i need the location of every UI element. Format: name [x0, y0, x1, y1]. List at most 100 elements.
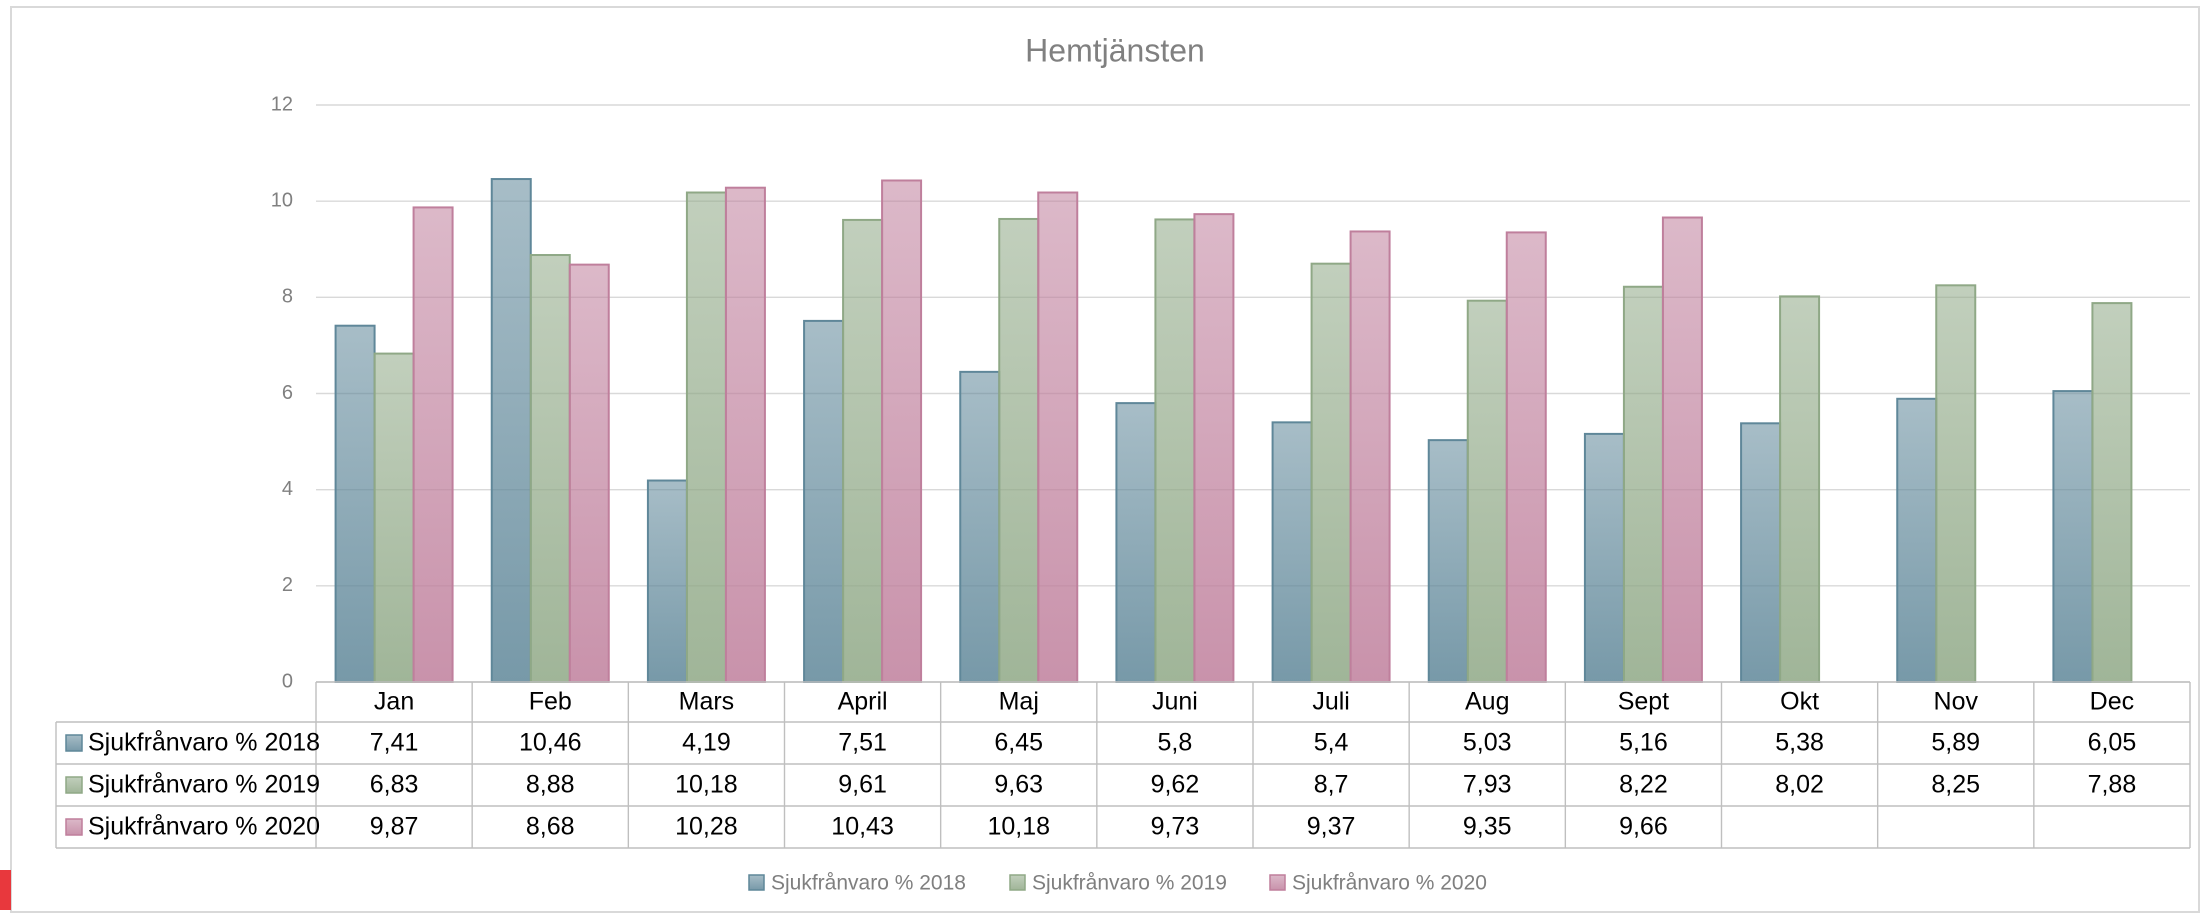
y-tick-label: 10	[271, 189, 293, 211]
bar	[1935, 284, 1977, 683]
x-tick-label: Nov	[1934, 688, 1979, 716]
table-value: 7,51	[838, 729, 887, 757]
bar	[1037, 191, 1079, 684]
x-tick-label: Jan	[374, 688, 414, 716]
x-tick-label: Sept	[1618, 688, 1669, 716]
x-tick-label: Dec	[2090, 688, 2134, 716]
table-value: 5,38	[1775, 729, 1824, 757]
x-tick-label: Juli	[1312, 688, 1350, 716]
bar	[1427, 439, 1469, 683]
table-value: 8,25	[1931, 771, 1980, 799]
legend-label: Sjukfrånvaro % 2020	[1292, 872, 1487, 895]
table-value: 10,28	[675, 813, 738, 841]
bar	[1271, 421, 1313, 683]
y-tick-label: 8	[282, 286, 293, 308]
table-value: 9,37	[1307, 813, 1356, 841]
bar	[1661, 216, 1703, 683]
table-row-label: Sjukfrånvaro % 2020	[88, 813, 320, 841]
table-value: 10,18	[987, 813, 1050, 841]
y-tick-label: 4	[282, 478, 293, 500]
table-value: 8,68	[526, 813, 575, 841]
bar	[998, 217, 1040, 684]
x-tick-label: April	[838, 688, 888, 716]
table-value: 5,03	[1463, 729, 1512, 757]
bar	[959, 370, 1001, 683]
bar	[881, 179, 923, 683]
table-value: 7,93	[1463, 771, 1512, 799]
table-value: 5,8	[1158, 729, 1193, 757]
bar	[1583, 432, 1625, 684]
bar	[724, 186, 766, 683]
table-value: 6,05	[2088, 729, 2137, 757]
bar	[568, 263, 610, 683]
table-value: 9,61	[838, 771, 887, 799]
bar	[1779, 295, 1821, 683]
bar	[646, 479, 688, 683]
table-legend-key	[65, 818, 83, 836]
bar	[1349, 230, 1391, 683]
table-legend-key	[65, 734, 83, 752]
table-value: 10,43	[831, 813, 894, 841]
bar	[1115, 402, 1157, 683]
y-tick-label: 0	[282, 670, 293, 692]
table-value: 7,88	[2088, 771, 2137, 799]
legend-key	[1269, 874, 1286, 891]
y-tick-label: 12	[271, 93, 293, 115]
bar	[1740, 422, 1782, 683]
y-tick-label: 2	[282, 574, 293, 596]
legend-key	[1009, 874, 1026, 891]
table-value: 6,45	[994, 729, 1043, 757]
bar	[412, 206, 454, 683]
table-value: 9,66	[1619, 813, 1668, 841]
bar	[1466, 299, 1508, 683]
table-value: 8,88	[526, 771, 575, 799]
table-value: 9,62	[1151, 771, 1200, 799]
bar	[803, 319, 845, 683]
legend-label: Sjukfrånvaro % 2019	[1032, 872, 1227, 895]
table-value: 7,41	[370, 729, 419, 757]
bar	[1193, 213, 1235, 683]
bar	[373, 352, 415, 683]
legend-label: Sjukfrånvaro % 2018	[771, 872, 966, 895]
bar	[2091, 302, 2133, 683]
bar	[1896, 397, 1938, 683]
table-value: 9,73	[1151, 813, 1200, 841]
bar	[1310, 262, 1352, 683]
bar	[842, 218, 884, 684]
legend-key	[748, 874, 765, 891]
bar	[490, 178, 532, 683]
bar	[529, 254, 571, 684]
table-value: 6,83	[370, 771, 419, 799]
table-value: 5,4	[1314, 729, 1349, 757]
bar	[1154, 218, 1196, 684]
table-value: 5,89	[1931, 729, 1980, 757]
table-row-label: Sjukfrånvaro % 2019	[88, 771, 320, 799]
table-value: 8,02	[1775, 771, 1824, 799]
bar	[334, 324, 376, 683]
bar	[1505, 231, 1547, 683]
table-value: 9,63	[994, 771, 1043, 799]
table-row-label: Sjukfrånvaro % 2018	[88, 729, 320, 757]
y-tick-label: 6	[282, 382, 293, 404]
table-value: 10,46	[519, 729, 582, 757]
table-value: 8,22	[1619, 771, 1668, 799]
x-tick-label: Juni	[1152, 688, 1198, 716]
table-value: 4,19	[682, 729, 731, 757]
x-tick-label: Aug	[1465, 688, 1509, 716]
x-tick-label: Maj	[999, 688, 1039, 716]
table-value: 8,7	[1314, 771, 1349, 799]
table-value: 5,16	[1619, 729, 1668, 757]
x-tick-label: Feb	[529, 688, 572, 716]
table-legend-key	[65, 776, 83, 794]
bar	[685, 191, 727, 684]
table-value: 9,87	[370, 813, 419, 841]
table-value: 9,35	[1463, 813, 1512, 841]
corner-marker	[0, 870, 11, 910]
x-tick-label: Mars	[679, 688, 735, 716]
bar	[2052, 390, 2094, 683]
chart-title: Hemtjänsten	[1025, 32, 1205, 68]
x-tick-label: Okt	[1780, 688, 1819, 716]
table-value: 10,18	[675, 771, 738, 799]
bar	[1622, 285, 1664, 683]
